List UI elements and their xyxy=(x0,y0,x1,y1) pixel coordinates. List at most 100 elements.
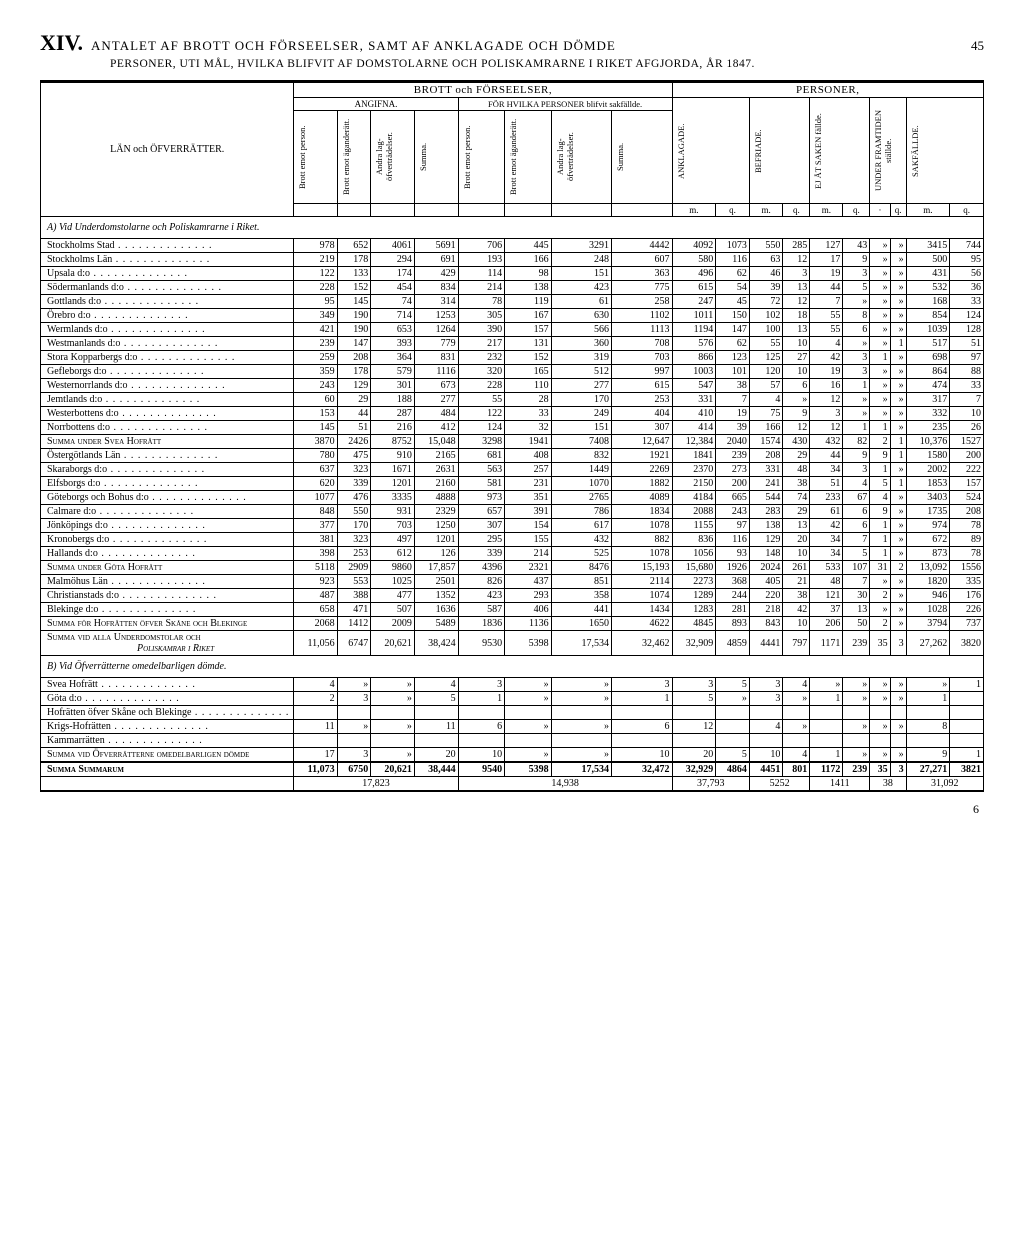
table-cell: 170 xyxy=(551,393,611,407)
table-cell: 151 xyxy=(551,421,611,435)
table-cell: 261 xyxy=(783,561,810,575)
table-cell: 703 xyxy=(612,351,673,365)
table-cell: 332 xyxy=(906,407,950,421)
table-cell: » xyxy=(870,692,890,706)
table-cell: 2501 xyxy=(414,575,458,589)
table-cell: 9860 xyxy=(371,561,415,575)
table-cell: » xyxy=(890,323,906,337)
table-cell: 4 xyxy=(810,337,843,351)
table-cell: 1 xyxy=(890,337,906,351)
table-cell: 1820 xyxy=(906,575,950,589)
row-label: Westmanlands d:o xyxy=(41,337,294,351)
table-cell: 253 xyxy=(612,393,673,407)
table-cell: » xyxy=(890,519,906,533)
table-cell: 30 xyxy=(843,589,870,603)
table-cell: 208 xyxy=(337,351,371,365)
table-cell: 1074 xyxy=(612,589,673,603)
table-cell: 368 xyxy=(716,575,750,589)
table-cell: 1070 xyxy=(551,477,611,491)
table-cell: » xyxy=(890,463,906,477)
table-cell: 28 xyxy=(505,393,552,407)
table-cell: 33 xyxy=(950,379,984,393)
table-cell: 997 xyxy=(612,365,673,379)
table-cell: 26 xyxy=(950,421,984,435)
row-label: Göteborgs och Bohus d:o xyxy=(41,491,294,505)
table-cell: 1253 xyxy=(414,309,458,323)
table-cell: 9 xyxy=(870,449,890,463)
table-cell: 12 xyxy=(783,253,810,267)
table-cell: 544 xyxy=(749,491,783,505)
table-cell: 233 xyxy=(810,491,843,505)
table-cell: » xyxy=(890,491,906,505)
table-cell: 9 xyxy=(843,253,870,267)
table-cell: » xyxy=(870,239,890,253)
table-cell: 441 xyxy=(551,603,611,617)
vh-ejatsaken: EJ ÅT SAKEN fällde. xyxy=(812,106,824,196)
table-cell: 2160 xyxy=(414,477,458,491)
table-cell: 665 xyxy=(716,491,750,505)
table-cell: 5 xyxy=(414,692,458,706)
table-cell: 154 xyxy=(505,519,552,533)
table-cell: 226 xyxy=(950,603,984,617)
table-cell: » xyxy=(371,748,415,763)
table-cell: » xyxy=(890,253,906,267)
table-cell: 285 xyxy=(783,239,810,253)
footer-page-number: 6 xyxy=(40,792,984,817)
table-cell xyxy=(505,734,552,748)
table-cell: 124 xyxy=(950,309,984,323)
table-cell: 587 xyxy=(458,603,505,617)
table-cell: 3 xyxy=(337,692,371,706)
table-cell: 34 xyxy=(810,547,843,561)
row-label: Gefleborgs d:o xyxy=(41,365,294,379)
table-cell: 848 xyxy=(294,505,337,519)
table-cell: 1264 xyxy=(414,323,458,337)
table-cell: 9 xyxy=(843,449,870,463)
table-cell: 873 xyxy=(906,547,950,561)
table-cell: 2 xyxy=(890,561,906,575)
table-cell: 946 xyxy=(906,589,950,603)
table-cell: 1735 xyxy=(906,505,950,519)
table-cell: 432 xyxy=(551,533,611,547)
table-cell: 19 xyxy=(716,407,750,421)
table-cell: 359 xyxy=(294,365,337,379)
table-cell: 9 xyxy=(870,505,890,519)
table-cell: 3 xyxy=(749,692,783,706)
table-cell: 38 xyxy=(783,589,810,603)
table-cell: 2 xyxy=(294,692,337,706)
row-label: Summa vid alla Underdomstolar ochPoliska… xyxy=(41,631,294,656)
table-cell: 579 xyxy=(371,365,415,379)
table-cell: 7 xyxy=(843,575,870,589)
table-cell: 780 xyxy=(294,449,337,463)
table-cell: 228 xyxy=(294,281,337,295)
table-cell: 174 xyxy=(371,267,415,281)
table-cell: 5398 xyxy=(505,631,552,656)
table-cell: 235 xyxy=(906,421,950,435)
table-cell: 445 xyxy=(505,239,552,253)
table-cell: 51 xyxy=(950,337,984,351)
table-cell: 33 xyxy=(950,295,984,309)
table-cell: 404 xyxy=(612,407,673,421)
table-cell: 307 xyxy=(612,421,673,435)
table-cell: 122 xyxy=(294,267,337,281)
table-cell: 12 xyxy=(783,421,810,435)
table-cell: 1 xyxy=(890,477,906,491)
table-cell: 2273 xyxy=(672,575,716,589)
row-label: Kronobergs d:o xyxy=(41,533,294,547)
table-cell: 1 xyxy=(890,435,906,449)
table-cell: 1 xyxy=(870,547,890,561)
table-cell: 2068 xyxy=(294,617,337,631)
table-cell: 854 xyxy=(906,309,950,323)
table-cell: 475 xyxy=(337,449,371,463)
table-cell: 168 xyxy=(906,295,950,309)
table-cell: 533 xyxy=(810,561,843,575)
table-cell: 6 xyxy=(843,519,870,533)
table-cell: 429 xyxy=(414,267,458,281)
table-cell: 1 xyxy=(810,748,843,763)
table-cell: 44 xyxy=(810,449,843,463)
table-cell: 6 xyxy=(843,505,870,519)
table-cell xyxy=(783,706,810,720)
table-cell: 220 xyxy=(749,589,783,603)
table-cell: 1834 xyxy=(612,505,673,519)
table-cell: 200 xyxy=(950,449,984,463)
table-cell: 78 xyxy=(950,519,984,533)
